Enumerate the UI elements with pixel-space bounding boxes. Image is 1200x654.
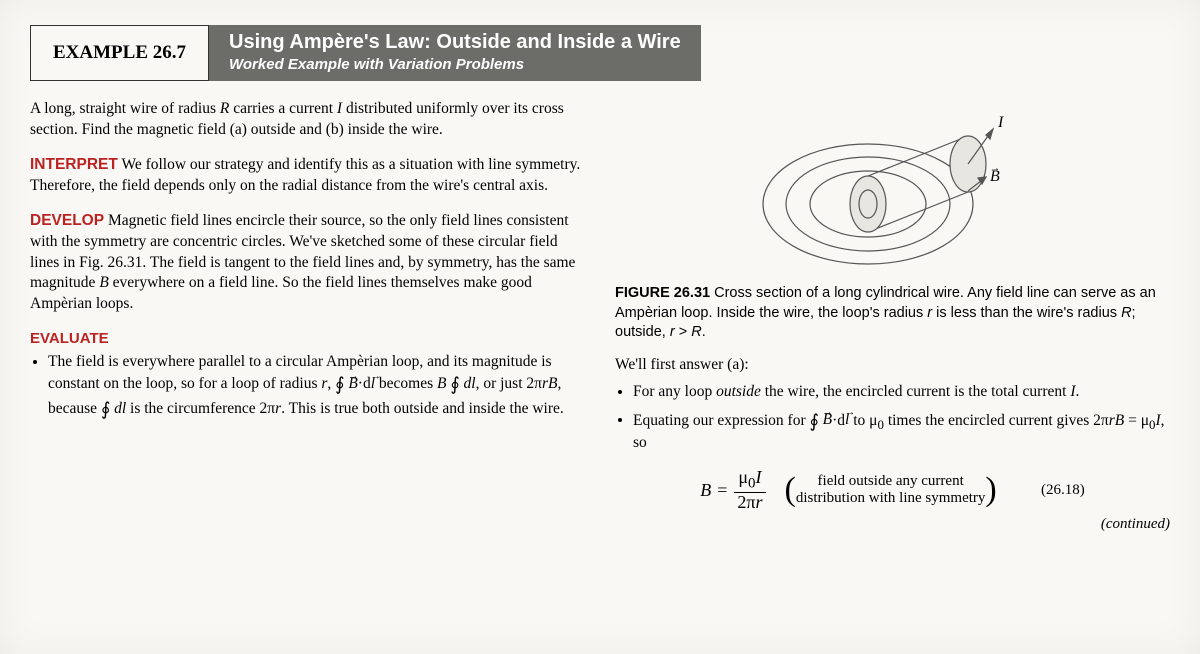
- example-number-box: EXAMPLE 26.7: [30, 25, 209, 81]
- right-column: I B → FIGURE 26.31 Cross section of a lo…: [615, 99, 1170, 534]
- example-title-box: Using Ampère's Law: Outside and Inside a…: [209, 25, 701, 81]
- interpret-paragraph: INTERPRET We follow our strategy and ide…: [30, 155, 585, 197]
- figure-caption: FIGURE 26.31 Cross section of a long cyl…: [615, 284, 1170, 343]
- answer-intro: We'll first answer (a):: [615, 355, 1170, 376]
- answer-bullet-1: For any loop outside the wire, the encir…: [633, 382, 1170, 403]
- equation-note-l1: field outside any current: [818, 473, 964, 489]
- answer-list: For any loop outside the wire, the encir…: [615, 382, 1170, 454]
- page: EXAMPLE 26.7 Using Ampère's Law: Outside…: [0, 0, 1200, 654]
- interpret-label: INTERPRET: [30, 156, 118, 173]
- equation-note: ( field outside any current distribution…: [785, 473, 997, 508]
- evaluate-list: The field is everywhere parallel to a ci…: [30, 352, 585, 421]
- figure-wire: I B →: [615, 99, 1170, 274]
- equation-row: B = μ0I 2πr ( field outside any current …: [615, 468, 1170, 512]
- figure-label-I: I: [997, 114, 1004, 131]
- evaluate-bullet: The field is everywhere parallel to a ci…: [48, 352, 585, 421]
- equation-main: B = μ0I 2πr: [700, 468, 766, 512]
- continued-label: (continued): [615, 514, 1170, 534]
- equation-number: (26.18): [1015, 480, 1085, 500]
- develop-paragraph: DEVELOP Magnetic field lines encircle th…: [30, 211, 585, 316]
- example-number: EXAMPLE 26.7: [53, 42, 186, 64]
- equation-note-l2: distribution with line symmetry: [796, 490, 986, 506]
- two-column-body: A long, straight wire of radius R carrie…: [30, 99, 1170, 534]
- intro-paragraph: A long, straight wire of radius R carrie…: [30, 99, 585, 141]
- left-column: A long, straight wire of radius R carrie…: [30, 99, 585, 534]
- figure-caption-label: FIGURE 26.31: [615, 285, 710, 301]
- example-header: EXAMPLE 26.7 Using Ampère's Law: Outside…: [30, 25, 1170, 81]
- develop-label: DEVELOP: [30, 212, 104, 229]
- wire-diagram-svg: I B →: [728, 99, 1058, 274]
- evaluate-label: EVALUATE: [30, 329, 585, 349]
- example-title: Using Ampère's Law: Outside and Inside a…: [229, 31, 681, 54]
- answer-bullet-2: Equating our expression for ∮ B·dl to μ0…: [633, 409, 1170, 454]
- example-subtitle: Worked Example with Variation Problems: [229, 56, 681, 73]
- figure-label-B-arrow: →: [990, 163, 1000, 174]
